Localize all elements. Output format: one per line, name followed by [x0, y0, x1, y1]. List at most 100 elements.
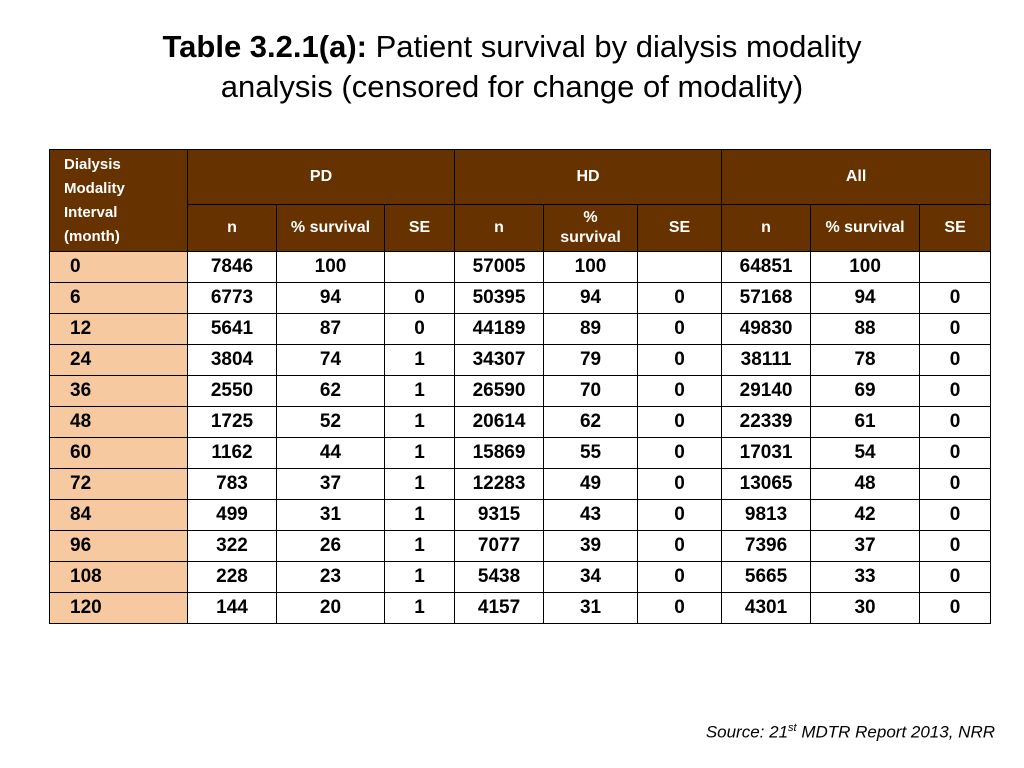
survival-table: Dialysis Modality Interval (month) PD HD…: [49, 149, 992, 624]
interval-cell: 12: [49, 313, 188, 345]
table-cell: 30: [810, 592, 921, 624]
table-cell: [383, 251, 456, 283]
table-cell: 29140: [721, 375, 812, 407]
table-cell: 0: [919, 375, 992, 407]
interval-cell: 24: [49, 344, 188, 376]
table-cell: 13065: [721, 468, 812, 500]
table-cell: 88: [810, 313, 921, 345]
table-cell: 20: [276, 592, 385, 624]
table-cell: 5665: [721, 561, 812, 593]
subheader-all-n: n: [721, 204, 812, 252]
table-cell: 23: [276, 561, 385, 593]
subheader-hd-se: SE: [637, 204, 723, 252]
table-row: 60 1162 44 1 15869 55 0 17031 54 0: [49, 437, 992, 469]
interval-cell: 72: [49, 468, 188, 500]
table-cell: 0: [919, 313, 992, 345]
table-title: Table 3.2.1(a): Patient survival by dial…: [0, 27, 1024, 107]
table-cell: 61: [810, 406, 921, 438]
table-cell: 1: [383, 437, 456, 469]
table-cell: [637, 251, 723, 283]
table-cell: 783: [187, 468, 277, 500]
table-cell: 1: [383, 530, 456, 562]
table-row: 6 6773 94 0 50395 94 0 57168 94 0: [49, 282, 992, 314]
table-cell: 74: [276, 344, 385, 376]
table-cell: 0: [637, 530, 723, 562]
interval-cell: 108: [49, 561, 188, 593]
table-cell: 15869: [454, 437, 545, 469]
table-row: 108 228 23 1 5438 34 0 5665 33 0: [49, 561, 992, 593]
table-cell: 0: [919, 530, 992, 562]
table-cell: 6773: [187, 282, 277, 314]
table-cell: 1: [383, 406, 456, 438]
table-cell: 499: [187, 499, 277, 531]
table-cell: 44189: [454, 313, 545, 345]
table-cell: 0: [637, 499, 723, 531]
table-cell: 33: [810, 561, 921, 593]
title-label: Table 3.2.1(a):: [162, 29, 367, 64]
table-row: 0 7846 100 57005 100 64851 100: [49, 251, 992, 283]
table-cell: 69: [810, 375, 921, 407]
table-cell: 7846: [187, 251, 277, 283]
table-cell: 37: [276, 468, 385, 500]
interval-cell: 84: [49, 499, 188, 531]
table-cell: 0: [637, 468, 723, 500]
table-cell: 5438: [454, 561, 545, 593]
title-line2: analysis (censored for change of modalit…: [220, 69, 804, 104]
table-cell: 0: [919, 344, 992, 376]
group-header-hd: HD: [454, 149, 723, 205]
table-cell: 49: [543, 468, 639, 500]
table-cell: 9813: [721, 499, 812, 531]
table-cell: 31: [276, 499, 385, 531]
table-cell: 0: [919, 468, 992, 500]
table-cell: 100: [810, 251, 921, 283]
table-cell: 62: [543, 406, 639, 438]
table-cell: 2550: [187, 375, 277, 407]
table-cell: 57168: [721, 282, 812, 314]
table-cell: 12283: [454, 468, 545, 500]
table-cell: 34: [543, 561, 639, 593]
table-cell: 0: [637, 437, 723, 469]
table-cell: 1: [383, 344, 456, 376]
table-cell: 55: [543, 437, 639, 469]
table-cell: 49830: [721, 313, 812, 345]
table-body: 0 7846 100 57005 100 64851 100 6 6773 94 0 50395 94 0…: [49, 251, 992, 624]
table-cell: 94: [810, 282, 921, 314]
interval-cell: 0: [49, 251, 188, 283]
subheader-pd-se: SE: [383, 204, 456, 252]
group-header-pd: PD: [186, 149, 456, 205]
table-cell: [919, 251, 992, 283]
table-cell: 1: [383, 561, 456, 593]
table-cell: 0: [919, 592, 992, 624]
subheader-hd-survival: % survival: [543, 204, 639, 252]
table-cell: 0: [383, 282, 456, 314]
table-row: 36 2550 62 1 26590 70 0 29140 69 0: [49, 375, 992, 407]
table-cell: 4157: [454, 592, 545, 624]
table-cell: 0: [919, 406, 992, 438]
table-cell: 26590: [454, 375, 545, 407]
table-cell: 0: [637, 344, 723, 376]
table-cell: 0: [919, 282, 992, 314]
table-cell: 9315: [454, 499, 545, 531]
table-cell: 0: [383, 313, 456, 345]
table-cell: 0: [637, 592, 723, 624]
table-cell: 42: [810, 499, 921, 531]
table-cell: 62: [276, 375, 385, 407]
table-cell: 87: [276, 313, 385, 345]
table-cell: 22339: [721, 406, 812, 438]
table-cell: 0: [919, 499, 992, 531]
table-cell: 0: [637, 313, 723, 345]
table-cell: 144: [187, 592, 277, 624]
table-cell: 228: [187, 561, 277, 593]
table-cell: 44: [276, 437, 385, 469]
table-cell: 100: [543, 251, 639, 283]
table-cell: 52: [276, 406, 385, 438]
table-cell: 3804: [187, 344, 277, 376]
subheader-all-survival: % survival: [810, 204, 921, 252]
table-cell: 1: [383, 375, 456, 407]
table-cell: 43: [543, 499, 639, 531]
table-cell: 39: [543, 530, 639, 562]
table-row: 12 5641 87 0 44189 89 0 49830 88 0: [49, 313, 992, 345]
table-cell: 89: [543, 313, 639, 345]
table-row: 72 783 37 1 12283 49 0 13065 48 0: [49, 468, 992, 500]
table-cell: 94: [543, 282, 639, 314]
